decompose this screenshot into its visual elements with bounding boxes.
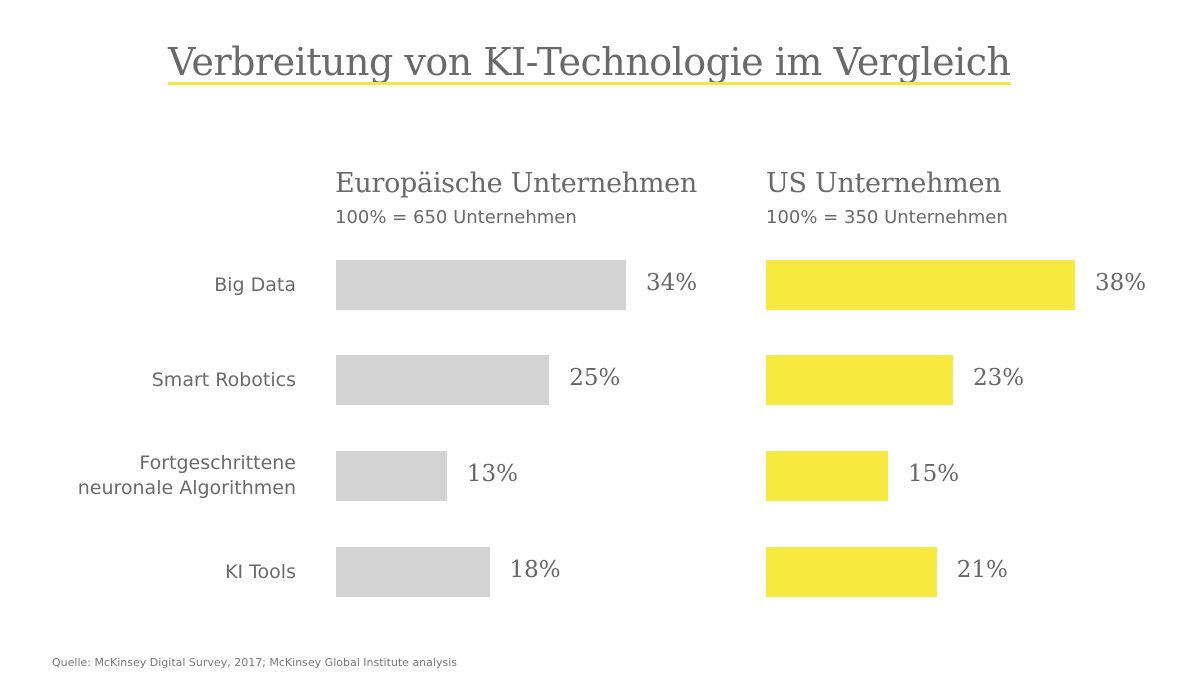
bar-us-fortgeschrittene-neuronale-algorithmen bbox=[766, 451, 888, 501]
bar-europe-big-data bbox=[336, 260, 627, 310]
series-subtitle-europe: 100% = 650 Unternehmen bbox=[335, 207, 577, 228]
category-label-line: neuronale Algorithmen bbox=[77, 477, 296, 499]
category-label-line: Fortgeschrittene bbox=[139, 452, 296, 474]
series-title-europe: Europäische Unternehmen bbox=[335, 168, 697, 199]
title-underline bbox=[168, 82, 1011, 85]
bar-us-ki-tools bbox=[766, 547, 937, 597]
value-label-europe-big-data: 34% bbox=[646, 270, 698, 296]
category-label-line: Big Data bbox=[214, 273, 296, 296]
series-subtitle-us: 100% = 350 Unternehmen bbox=[766, 207, 1008, 228]
value-label-us-ki-tools: 21% bbox=[956, 557, 1008, 583]
category-label-line: Smart Robotics bbox=[151, 368, 296, 391]
category-label-smart-robotics: Smart Robotics bbox=[152, 368, 296, 393]
value-label-us-smart-robotics: 23% bbox=[972, 365, 1025, 391]
value-label-europe-fortgeschrittene-neuronale-algorithmen: 13% bbox=[466, 461, 518, 487]
value-label-us-big-data: 38% bbox=[1094, 270, 1147, 296]
category-label-ki-tools: KI Tools bbox=[225, 560, 296, 585]
value-label-europe-smart-robotics: 25% bbox=[569, 365, 621, 391]
source-note: Quelle: McKinsey Digital Survey, 2017; M… bbox=[52, 656, 457, 669]
bar-us-big-data bbox=[766, 260, 1075, 310]
category-label-line: KI Tools bbox=[225, 560, 296, 583]
category-label-big-data: Big Data bbox=[214, 273, 296, 298]
value-label-europe-ki-tools: 18% bbox=[509, 557, 561, 583]
chart-title: Verbreitung von KI-Technologie im Vergle… bbox=[168, 40, 1011, 84]
bar-europe-ki-tools bbox=[336, 547, 490, 597]
bar-us-smart-robotics bbox=[766, 355, 953, 405]
series-title-us: US Unternehmen bbox=[766, 168, 1002, 199]
bar-europe-fortgeschrittene-neuronale-algorithmen bbox=[336, 451, 447, 501]
bar-europe-smart-robotics bbox=[336, 355, 550, 405]
category-label-fortgeschrittene-neuronale-algorithmen: Fortgeschrittene neuronale Algorithmen bbox=[78, 451, 296, 501]
value-label-us-fortgeschrittene-neuronale-algorithmen: 15% bbox=[907, 461, 960, 487]
